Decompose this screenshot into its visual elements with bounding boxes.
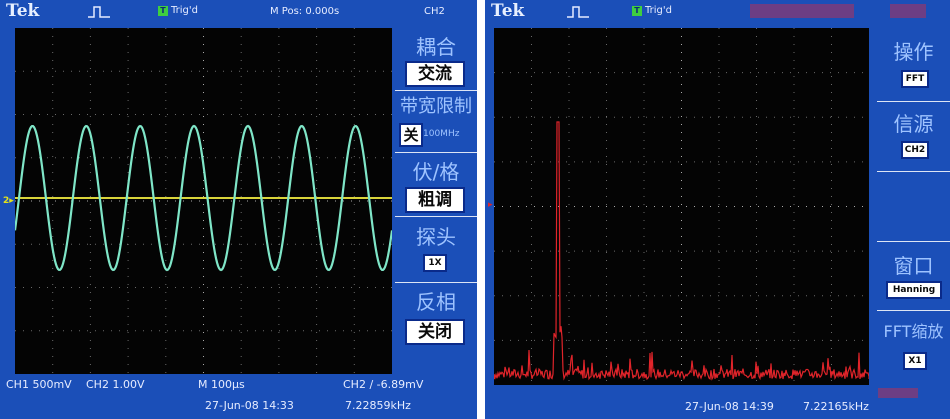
tek-logo: Tek xyxy=(491,1,525,21)
frequency-readout: 7.22859kHz xyxy=(345,399,411,412)
side-menu: 操作 FFT 信源 CH2 窗口 Hanning FFT缩放 X1 xyxy=(877,28,950,385)
probe-button[interactable]: 1X xyxy=(423,254,447,272)
menu-probe-title: 探头 xyxy=(416,225,456,249)
operation-button[interactable]: FFT xyxy=(901,70,929,88)
trig-status: T Trig'd xyxy=(632,5,672,16)
tek-logo: Tek xyxy=(6,1,40,21)
graticule xyxy=(494,28,869,385)
menu-operation-title: 操作 xyxy=(893,40,934,64)
graticule xyxy=(15,28,392,374)
window-button[interactable]: Hanning xyxy=(886,281,942,299)
channel-header: CH2 xyxy=(424,6,445,17)
menu-volts-div-title: 伏/格 xyxy=(412,160,460,184)
fft-spectrum-display xyxy=(494,28,869,385)
reference-marker-icon: ▸ xyxy=(488,200,493,210)
trig-status: T Trig'd xyxy=(158,5,198,16)
timestamp: 27-Jun-08 14:39 xyxy=(685,400,774,413)
menu-window-title: 窗口 xyxy=(893,254,934,278)
trigger-icon: T xyxy=(158,5,168,16)
timestamp: 27-Jun-08 14:33 xyxy=(205,399,294,412)
menu-invert-title: 反相 xyxy=(416,290,456,314)
sine-waveform xyxy=(15,124,392,272)
pulse-icon xyxy=(567,6,589,18)
menu-source-title: 信源 xyxy=(893,112,934,136)
ch1-scale: CH1 500mV xyxy=(6,378,72,391)
spectrum-plot xyxy=(494,28,869,385)
trigger-icon: T xyxy=(632,5,642,16)
menu-coupling-title: 耦合 xyxy=(416,35,456,59)
zoom-button[interactable]: X1 xyxy=(903,352,927,370)
coupling-button[interactable]: 交流 xyxy=(405,61,465,87)
bw-limit-button[interactable]: 关 xyxy=(399,123,423,147)
frequency-readout: 7.22165kHz xyxy=(803,400,869,413)
trigger-level: CH2 ∕ -6.89mV xyxy=(343,378,424,391)
m-pos-readout: M Pos: 0.000s xyxy=(270,6,340,17)
source-button[interactable]: CH2 xyxy=(901,141,929,159)
ground-marker-icon: 2▸ xyxy=(3,196,14,206)
menu-bw-limit-title: 带宽限制 xyxy=(400,96,472,117)
volts-div-button[interactable]: 粗调 xyxy=(405,187,465,213)
bw-limit-frequency: 100MHz xyxy=(423,129,460,139)
top-status-bar: Tek T Trig'd xyxy=(485,0,950,24)
invert-button[interactable]: 关闭 xyxy=(405,319,465,345)
time-base: M 100μs xyxy=(198,378,245,391)
menu-zoom-title: FFT缩放 xyxy=(883,322,944,341)
top-status-bar: Tek T Trig'd M Pos: 0.000s CH2 xyxy=(0,0,477,24)
waveform-display xyxy=(15,28,392,374)
ch2-scale: CH2 1.00V xyxy=(86,378,145,391)
fft-spectrum-trace xyxy=(494,121,869,381)
side-menu: 耦合 交流 带宽限制 关 100MHz 伏/格 粗调 探头 1X 反相 关闭 xyxy=(395,28,477,374)
pulse-icon xyxy=(88,6,110,18)
waveform-plot xyxy=(15,28,392,374)
